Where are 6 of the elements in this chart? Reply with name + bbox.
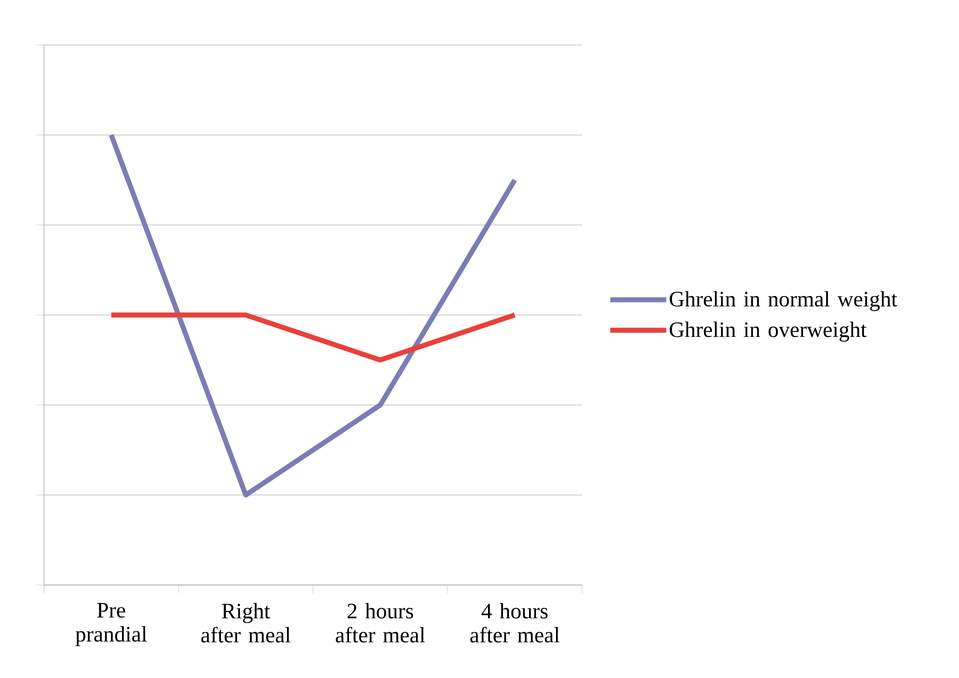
x-tick-label: 4 hours after meal (470, 603, 560, 643)
x-tick-label: 2 hours after meal (336, 603, 426, 643)
x-tick-label: Right after meal (201, 603, 291, 643)
legend-label: Ghrelin in overweight (670, 322, 867, 342)
x-tick-label: Pre prandial (76, 603, 147, 646)
legend-label: Ghrelin in normal weight (670, 291, 898, 312)
